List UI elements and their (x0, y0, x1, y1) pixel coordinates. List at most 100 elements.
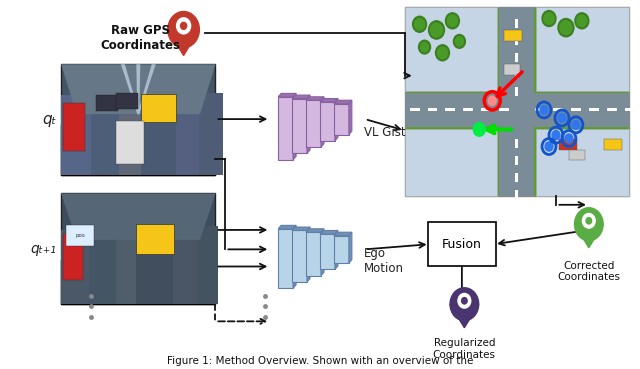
Text: Figure 1: Method Overview. Shown with an overview of the: Figure 1: Method Overview. Shown with an… (167, 356, 473, 366)
Circle shape (545, 142, 553, 151)
Circle shape (572, 120, 580, 130)
Polygon shape (306, 229, 324, 232)
Circle shape (450, 288, 479, 321)
Polygon shape (307, 227, 310, 282)
Polygon shape (61, 193, 216, 240)
FancyBboxPatch shape (278, 229, 293, 288)
FancyBboxPatch shape (119, 101, 144, 175)
FancyBboxPatch shape (292, 99, 307, 154)
FancyBboxPatch shape (61, 95, 96, 175)
Circle shape (575, 13, 589, 29)
FancyBboxPatch shape (404, 7, 628, 196)
FancyBboxPatch shape (136, 224, 173, 254)
Polygon shape (515, 70, 518, 79)
Circle shape (565, 134, 573, 143)
Polygon shape (121, 64, 140, 114)
FancyBboxPatch shape (404, 130, 497, 196)
Polygon shape (463, 108, 474, 111)
Polygon shape (515, 36, 518, 45)
FancyBboxPatch shape (116, 121, 144, 164)
Polygon shape (404, 93, 628, 127)
FancyBboxPatch shape (334, 236, 349, 263)
FancyBboxPatch shape (504, 64, 520, 75)
FancyBboxPatch shape (536, 7, 628, 90)
FancyBboxPatch shape (320, 102, 335, 141)
Polygon shape (499, 108, 509, 111)
FancyBboxPatch shape (141, 89, 180, 175)
Polygon shape (292, 227, 310, 231)
FancyBboxPatch shape (604, 138, 621, 150)
FancyBboxPatch shape (306, 232, 321, 276)
Circle shape (453, 35, 465, 48)
Polygon shape (321, 97, 324, 147)
Polygon shape (320, 231, 338, 234)
FancyBboxPatch shape (173, 230, 200, 304)
Text: VL Gist: VL Gist (364, 126, 405, 139)
Polygon shape (278, 93, 296, 97)
Polygon shape (589, 108, 599, 111)
Circle shape (558, 113, 566, 123)
Polygon shape (553, 108, 563, 111)
Polygon shape (334, 232, 352, 236)
Text: Regularized
Coordinates: Regularized Coordinates (433, 338, 496, 360)
Text: Raw GPS
Coordinates: Raw GPS Coordinates (100, 24, 180, 52)
Circle shape (420, 42, 429, 52)
FancyBboxPatch shape (278, 97, 293, 160)
Polygon shape (278, 225, 296, 229)
Circle shape (544, 13, 554, 24)
Polygon shape (515, 190, 518, 199)
Circle shape (558, 18, 574, 37)
Circle shape (419, 40, 431, 54)
Polygon shape (307, 95, 310, 154)
Circle shape (461, 297, 467, 304)
Circle shape (575, 208, 603, 241)
Circle shape (438, 47, 447, 59)
Polygon shape (410, 108, 420, 111)
Circle shape (458, 293, 471, 308)
Circle shape (577, 15, 587, 27)
FancyBboxPatch shape (141, 94, 175, 122)
Circle shape (429, 21, 444, 39)
Polygon shape (335, 99, 338, 141)
Polygon shape (138, 64, 156, 114)
FancyBboxPatch shape (198, 93, 223, 175)
Circle shape (552, 131, 560, 139)
Circle shape (431, 23, 442, 37)
Polygon shape (481, 108, 492, 111)
FancyBboxPatch shape (61, 260, 216, 304)
FancyBboxPatch shape (66, 225, 94, 246)
Circle shape (168, 11, 200, 48)
Polygon shape (607, 108, 617, 111)
Polygon shape (571, 108, 581, 111)
FancyBboxPatch shape (136, 224, 173, 304)
Text: Fusion: Fusion (442, 238, 482, 251)
FancyBboxPatch shape (175, 97, 205, 175)
Circle shape (474, 123, 485, 136)
Text: Ego
Motion: Ego Motion (364, 247, 404, 275)
FancyBboxPatch shape (61, 125, 216, 175)
Polygon shape (515, 173, 518, 182)
Polygon shape (515, 18, 518, 28)
Polygon shape (168, 30, 200, 55)
FancyBboxPatch shape (306, 100, 321, 147)
Polygon shape (445, 108, 456, 111)
FancyBboxPatch shape (196, 227, 218, 304)
Polygon shape (515, 87, 518, 96)
Polygon shape (136, 64, 140, 114)
Circle shape (180, 22, 187, 30)
FancyBboxPatch shape (404, 7, 497, 90)
Polygon shape (515, 138, 518, 148)
FancyBboxPatch shape (559, 138, 577, 150)
Polygon shape (334, 100, 352, 104)
FancyBboxPatch shape (116, 93, 138, 108)
FancyBboxPatch shape (320, 234, 335, 269)
FancyBboxPatch shape (91, 84, 121, 175)
Circle shape (540, 106, 548, 114)
Polygon shape (450, 304, 479, 328)
FancyBboxPatch shape (61, 193, 216, 304)
Polygon shape (335, 231, 338, 269)
FancyBboxPatch shape (504, 30, 522, 41)
Polygon shape (306, 97, 324, 100)
FancyBboxPatch shape (536, 130, 628, 196)
Circle shape (456, 37, 463, 46)
